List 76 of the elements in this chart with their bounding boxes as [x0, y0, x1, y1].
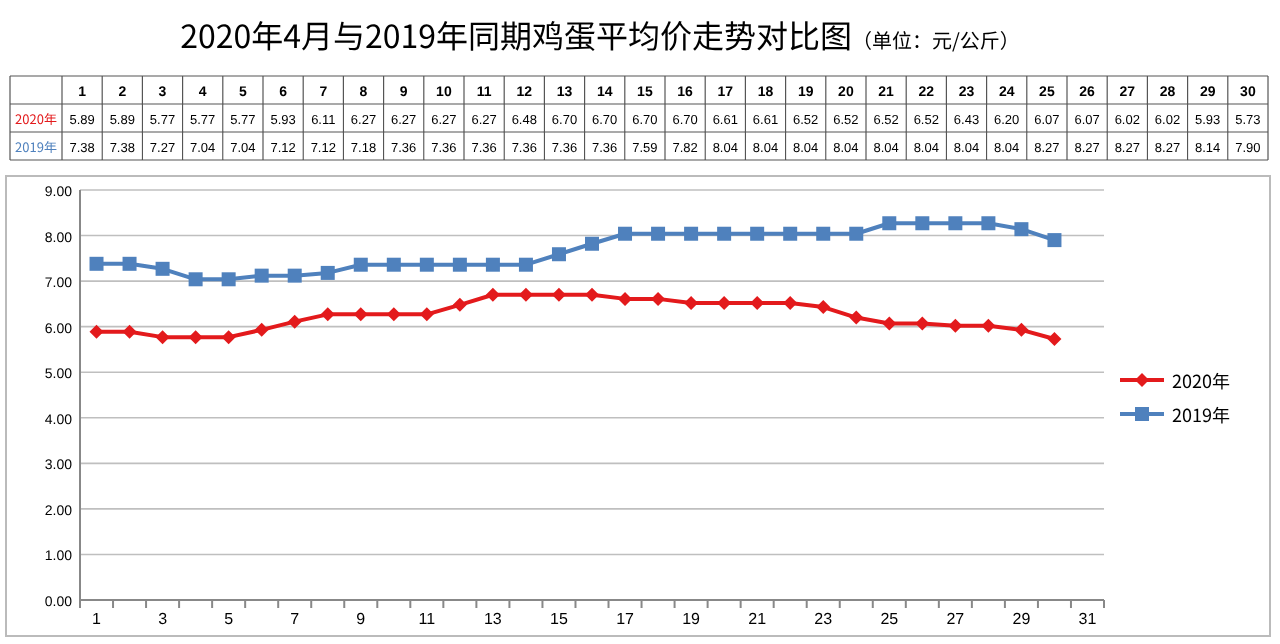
x-tick-label: 9: [356, 610, 367, 628]
point: [485, 257, 500, 272]
point: [254, 268, 269, 283]
x-tick-label: 11: [418, 610, 437, 628]
x-tick-label: 29: [1012, 610, 1032, 628]
point: [915, 316, 930, 331]
point: [618, 226, 633, 241]
point: [221, 272, 236, 287]
point: [320, 265, 335, 280]
x-tick-label: 13: [484, 610, 503, 628]
point: [485, 287, 500, 302]
x-tick-label: 17: [616, 610, 636, 628]
chart-subtitle: （单位：元/公斤）: [852, 24, 1020, 54]
point: [750, 226, 765, 241]
point: [155, 261, 170, 276]
point: [155, 330, 170, 345]
point: [585, 236, 599, 251]
point: [551, 287, 566, 302]
legend-label: 2019年: [1172, 402, 1230, 428]
point: [1014, 322, 1029, 337]
point: [452, 297, 467, 312]
point: [551, 247, 566, 262]
point: [1014, 222, 1029, 237]
point: [684, 226, 699, 241]
x-tick-label: 25: [880, 610, 900, 628]
point: [287, 268, 302, 283]
legend-label: 2020年: [1172, 368, 1230, 394]
point: [1047, 331, 1062, 346]
x-tick-label: 31: [1078, 610, 1098, 628]
point: [651, 226, 666, 241]
point: [452, 257, 467, 272]
x-tick-label: 23: [814, 610, 834, 628]
point: [651, 291, 666, 306]
point: [849, 310, 864, 325]
point: [254, 322, 269, 337]
point: [585, 287, 599, 302]
point: [320, 307, 335, 322]
x-tick-label: 3: [158, 610, 169, 628]
point: [188, 272, 203, 287]
point: [783, 226, 798, 241]
point: [882, 216, 897, 231]
point: [849, 226, 864, 241]
point: [353, 307, 368, 322]
x-tick-label: 27: [946, 610, 966, 628]
x-tick-label: 15: [550, 610, 569, 628]
point: [518, 287, 533, 302]
x-tick-label: 5: [224, 610, 235, 628]
point: [717, 226, 732, 241]
point: [518, 257, 533, 272]
point: [353, 257, 368, 272]
point: [1047, 233, 1062, 248]
point: [419, 307, 434, 322]
point: [122, 324, 137, 339]
point: [386, 307, 401, 322]
point: [948, 318, 963, 333]
point: [816, 226, 831, 241]
x-tick-label: 1: [92, 610, 103, 628]
point: [221, 330, 236, 345]
point: [287, 314, 302, 329]
point: [122, 256, 137, 271]
point: [750, 295, 765, 310]
point: [89, 256, 104, 271]
point: [882, 316, 897, 331]
point: [981, 216, 996, 231]
point: [386, 257, 401, 272]
x-tick-label: 19: [682, 610, 702, 628]
point: [981, 318, 996, 333]
x-tick-label: 21: [748, 610, 768, 628]
point: [419, 257, 434, 272]
point: [89, 324, 104, 339]
point: [948, 216, 963, 231]
point: [816, 300, 831, 315]
x-tick-label: 7: [290, 610, 301, 628]
point: [915, 216, 930, 231]
point: [188, 330, 203, 345]
point: [783, 295, 798, 310]
